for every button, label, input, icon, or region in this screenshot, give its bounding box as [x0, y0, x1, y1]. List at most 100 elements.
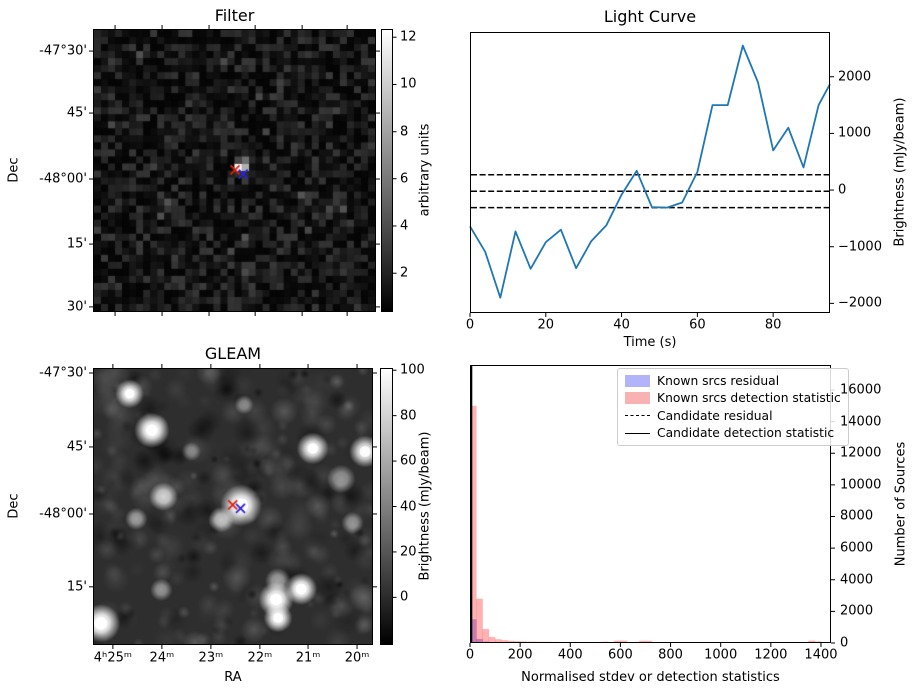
gleam-ylabel: Dec — [6, 493, 22, 519]
known-srcs-detection-statistic-bar — [501, 640, 508, 643]
histogram-legend: Known srcs residual Known srcs detection… — [617, 368, 849, 446]
hist-y-tick-label: 8000 — [840, 508, 874, 524]
filter-dec-tick-label: -48°00' — [39, 171, 87, 187]
histogram-xlabel: Normalised stdev or detection statistics — [521, 670, 780, 685]
hist-x-tick-label: 800 — [658, 647, 683, 663]
gleam-ra-tick-label: 4ʰ25ᵐ — [93, 650, 132, 666]
lc-x-tick-label: 0 — [465, 317, 475, 333]
known-srcs-detection-statistic-bar — [614, 640, 621, 643]
legend-entry-known-srcs-residual: Known srcs residual — [625, 373, 841, 388]
filter-dec-tick-label: 45' — [66, 105, 87, 121]
filter-colorbar-tick-label: 6 — [400, 171, 409, 187]
legend-label: Known srcs detection statistic — [657, 391, 841, 405]
legend-label: Candidate residual — [657, 408, 773, 423]
histogram-frame — [470, 365, 831, 643]
gleam-dec-tick-label: -48°00' — [39, 506, 87, 522]
gleam-colorbar-label: Brightness (mJy/beam) — [417, 431, 433, 581]
known-srcs-detection-statistic-bar — [476, 598, 483, 643]
gleam-ra-tick-label: 21ᵐ — [295, 650, 321, 666]
lc-x-tick-label: 60 — [689, 317, 706, 333]
lc-y-tick-label: −2000 — [838, 295, 882, 311]
gleam-heatmap-canvas — [94, 369, 372, 644]
hist-y-tick-label: 0 — [840, 635, 849, 651]
gleam-title: GLEAM — [204, 344, 262, 363]
known-srcs-detection-statistic-bar — [482, 629, 490, 643]
gleam-ra-tick-label: 24ᵐ — [149, 650, 175, 666]
hist-x-tick-label: 1200 — [754, 647, 788, 663]
hist-y-tick-label: 4000 — [840, 572, 874, 588]
lc-y-tick-label: 0 — [838, 182, 847, 198]
filter-colorbar-tick-label: 4 — [400, 218, 409, 234]
filter-colorbar — [381, 29, 393, 312]
light-curve-line — [469, 44, 831, 299]
gleam-colorbar-tick-label: 60 — [400, 453, 417, 469]
light-curve-title: Light Curve — [603, 7, 697, 26]
known-srcs-detection-statistic-bar — [470, 405, 477, 643]
hist-x-tick-label: 0 — [465, 647, 475, 663]
gleam-colorbar-tick-label: 100 — [400, 362, 425, 378]
filter-ylabel: Dec — [6, 157, 22, 183]
hist-x-tick-label: 200 — [507, 647, 533, 663]
hist-x-tick-label: 400 — [557, 647, 583, 663]
lc-y-tick-label: 1000 — [838, 125, 872, 141]
known-srcs-detection-statistic-bar — [639, 640, 646, 643]
filter-colorbar-tick-label: 12 — [400, 29, 417, 45]
hist-x-tick-label: 600 — [607, 647, 633, 663]
histogram-ylabel: Number of Sources — [893, 441, 909, 567]
gleam-colorbar-tick-label: 20 — [400, 544, 417, 560]
lc-y-tick-label: 2000 — [838, 69, 872, 85]
lc-x-tick-label: 80 — [764, 317, 782, 333]
candidate-detection-statistic-solid-line-swatch — [625, 432, 650, 434]
legend-entry-candidate-residual: Candidate residual — [625, 408, 841, 423]
legend-entry-known-srcs-detection-statistic: Known srcs detection statistic — [625, 391, 841, 406]
known-srcs-detection-statistic-swatch — [625, 392, 650, 404]
filter-title: Filter — [214, 6, 255, 25]
light-curve-plot — [469, 32, 831, 313]
lc-x-tick-label: 20 — [537, 317, 555, 333]
light-curve-ylabel: Brightness (mJy/beam) — [892, 97, 908, 247]
legend-entry-candidate-detection-statistic: Candidate detection statistic — [625, 426, 841, 441]
gleam-colorbar-tick-label: 0 — [400, 589, 409, 605]
hist-y-tick-label: 16000 — [840, 382, 882, 398]
hist-y-tick-label: 14000 — [840, 414, 882, 430]
legend-label: Known srcs residual — [657, 373, 780, 388]
hist-x-tick-label: 1000 — [704, 647, 738, 663]
filter-dec-tick-label: 15' — [66, 236, 87, 252]
filter-dec-tick-label: -47°30' — [39, 43, 87, 59]
gleam-colorbar-tick-label: 40 — [400, 499, 417, 514]
hist-y-tick-label: 6000 — [840, 540, 874, 556]
lc-y-tick-label: −1000 — [838, 239, 882, 255]
known-srcs-detection-statistic-bar — [495, 639, 502, 643]
filter-colorbar-label: arbitrary units — [417, 123, 433, 217]
hist-y-tick-label: 12000 — [840, 445, 882, 461]
light-curve-frame — [470, 32, 830, 313]
gleam-ra-tick-label: 22ᵐ — [247, 650, 273, 666]
gleam-dec-tick-label: -47°30' — [39, 365, 87, 381]
gleam-ra-tick-label: 23ᵐ — [198, 650, 224, 666]
filter-colorbar-tick-label: 10 — [400, 76, 417, 92]
known-srcs-detection-statistic-bar — [808, 640, 816, 643]
candidate-residual-dashed-line-swatch — [625, 415, 650, 416]
hist-y-tick-label: 2000 — [840, 603, 874, 619]
filter-dec-tick-label: 30' — [66, 299, 87, 315]
hist-y-tick-label: 10000 — [840, 477, 882, 493]
gleam-colorbar-tick-label: 80 — [400, 408, 417, 424]
known-srcs-residual-swatch — [625, 374, 650, 387]
gleam-colorbar — [380, 368, 393, 645]
hist-x-tick-label: 1400 — [804, 647, 838, 663]
known-srcs-detection-statistic-bar — [507, 640, 515, 643]
known-srcs-residual-bar — [476, 638, 483, 643]
gleam-ra-tick-label: 20ᵐ — [344, 650, 370, 666]
filter-heatmap-canvas — [94, 30, 375, 311]
known-srcs-detection-statistic-bar — [488, 636, 496, 643]
known-srcs-detection-statistic-bar — [645, 640, 653, 643]
gleam-xlabel: RA — [224, 670, 242, 685]
filter-colorbar-tick-label: 2 — [400, 265, 409, 281]
known-srcs-residual-bar — [470, 619, 477, 643]
gleam-dec-tick-label: 15' — [66, 579, 87, 595]
histogram-plot — [470, 365, 831, 643]
gleam-image-panel — [93, 368, 373, 645]
filter-image-panel — [93, 29, 376, 312]
lc-x-tick-label: 40 — [613, 317, 630, 333]
